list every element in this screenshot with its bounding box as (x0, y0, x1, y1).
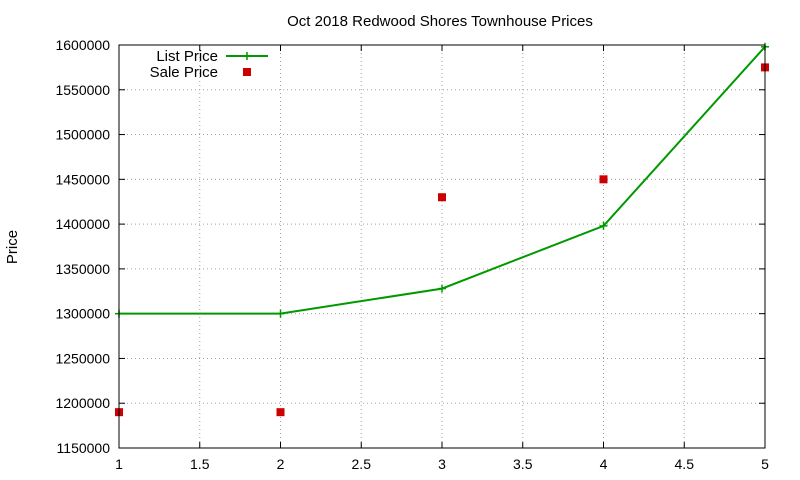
y-tick-label: 1200000 (55, 395, 110, 411)
y-tick-label: 1600000 (55, 37, 110, 53)
x-tick-label: 3.5 (513, 456, 533, 472)
sale-price-point (438, 193, 446, 202)
list-price-point (438, 284, 446, 293)
x-tick-label: 4.5 (675, 456, 695, 472)
list-price-series (115, 42, 769, 318)
list-price-point (276, 309, 285, 318)
x-tick-label: 3 (438, 456, 446, 472)
y-tick-label: 1550000 (55, 82, 110, 98)
sale-price-point (276, 408, 285, 417)
x-tick-label: 4 (600, 456, 608, 472)
y-tick-label: 1250000 (55, 350, 110, 366)
sale-price-series (115, 63, 769, 417)
y-tick-label: 1300000 (55, 306, 110, 322)
x-tick-label: 2.5 (352, 456, 372, 472)
grid-lines (119, 45, 765, 448)
x-tick-label: 5 (761, 456, 769, 472)
x-tick-label: 1.5 (190, 456, 210, 472)
list-price-point (599, 221, 608, 230)
sale-price-legend-marker (243, 68, 251, 76)
y-tick-label: 1500000 (55, 127, 110, 143)
x-tick-label: 2 (277, 456, 285, 472)
sale-price-point (599, 175, 608, 184)
list-price-legend-marker (243, 52, 251, 60)
y-axis-title: Price (4, 230, 21, 264)
sale-price-legend-label: Sale Price (150, 64, 218, 81)
y-tick-label: 1450000 (55, 171, 110, 187)
list-price-legend-label: List Price (156, 48, 218, 65)
chart-title: Oct 2018 Redwood Shores Townhouse Prices (287, 13, 593, 30)
plot-border (118, 44, 766, 449)
y-tick-label: 1400000 (55, 216, 110, 232)
y-tick-label: 1350000 (55, 261, 110, 277)
x-tick-label: 1 (115, 456, 123, 472)
tick-labels: 1 1.5 2 2.5 3 3.5 4 4.5 5 1150000 1200000 1250000 13… (55, 37, 769, 472)
y-tick-label: 1150000 (57, 440, 111, 456)
